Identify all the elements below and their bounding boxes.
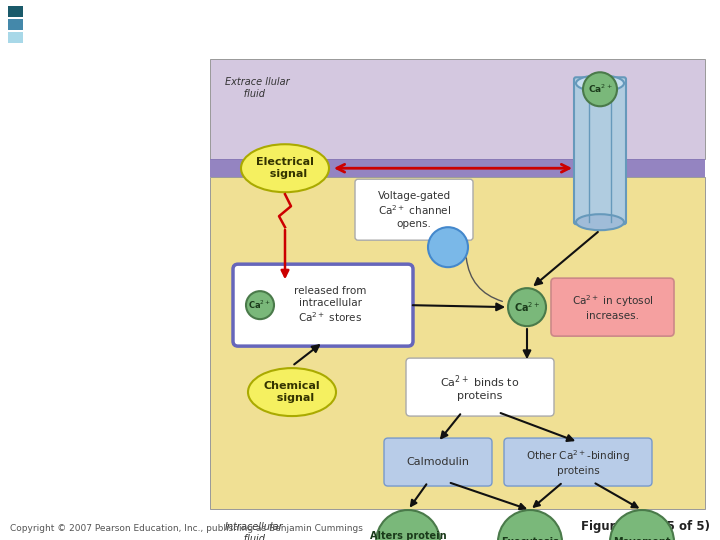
Circle shape	[498, 510, 562, 540]
FancyBboxPatch shape	[8, 19, 23, 30]
Text: Chemical
  signal: Chemical signal	[264, 381, 320, 403]
Text: Other Ca$^{2+}$-binding
proteins: Other Ca$^{2+}$-binding proteins	[526, 448, 630, 476]
Text: Ca$^{2+}$ binds to
proteins: Ca$^{2+}$ binds to proteins	[441, 373, 520, 401]
Text: Ca$^{2+}$: Ca$^{2+}$	[248, 299, 271, 312]
Ellipse shape	[576, 214, 624, 230]
FancyBboxPatch shape	[574, 77, 626, 224]
Text: Copyright © 2007 Pearson Education, Inc., publishing as Benjamin Cummings: Copyright © 2007 Pearson Education, Inc.…	[10, 524, 363, 533]
Text: Exocytosis: Exocytosis	[501, 537, 559, 540]
FancyBboxPatch shape	[8, 32, 23, 43]
Circle shape	[376, 510, 440, 540]
FancyBboxPatch shape	[551, 278, 674, 336]
Ellipse shape	[248, 368, 336, 416]
Text: Intracellular
      fluid: Intracellular fluid	[225, 522, 284, 540]
Circle shape	[428, 227, 468, 267]
Text: Alters protein
activity: Alters protein activity	[369, 531, 446, 540]
Ellipse shape	[576, 75, 624, 91]
Circle shape	[246, 291, 274, 319]
FancyBboxPatch shape	[406, 358, 554, 416]
FancyBboxPatch shape	[355, 179, 473, 240]
Text: Figure 6-15 (5 of 5): Figure 6-15 (5 of 5)	[581, 520, 710, 533]
FancyBboxPatch shape	[384, 438, 492, 486]
Bar	[210, 159, 705, 177]
Bar	[210, 177, 705, 509]
Text: Ca$^{2+}$: Ca$^{2+}$	[588, 83, 612, 96]
FancyBboxPatch shape	[504, 438, 652, 486]
Bar	[210, 59, 705, 159]
Text: Novel Signal Molecules: Calcium: Novel Signal Molecules: Calcium	[32, 14, 488, 38]
Text: Movement: Movement	[613, 537, 671, 540]
Text: Voltage-gated
Ca$^{2+}$ channel
opens.: Voltage-gated Ca$^{2+}$ channel opens.	[377, 191, 451, 228]
Circle shape	[583, 72, 617, 106]
Circle shape	[610, 510, 674, 540]
Text: Electrical
  signal: Electrical signal	[256, 158, 314, 179]
Circle shape	[508, 288, 546, 326]
FancyBboxPatch shape	[233, 264, 413, 346]
Text: Extrace llular
      fluid: Extrace llular fluid	[225, 77, 289, 99]
FancyBboxPatch shape	[8, 6, 23, 17]
Text: Ca$^{2+}$: Ca$^{2+}$	[514, 300, 540, 314]
Text: Ca$^{2+}$ in cytosol
increases.: Ca$^{2+}$ in cytosol increases.	[572, 293, 653, 321]
Text: Calmodulin: Calmodulin	[407, 457, 469, 467]
Text: released from
intracellular
Ca$^{2+}$ stores: released from intracellular Ca$^{2+}$ st…	[294, 286, 366, 324]
Ellipse shape	[241, 144, 329, 192]
